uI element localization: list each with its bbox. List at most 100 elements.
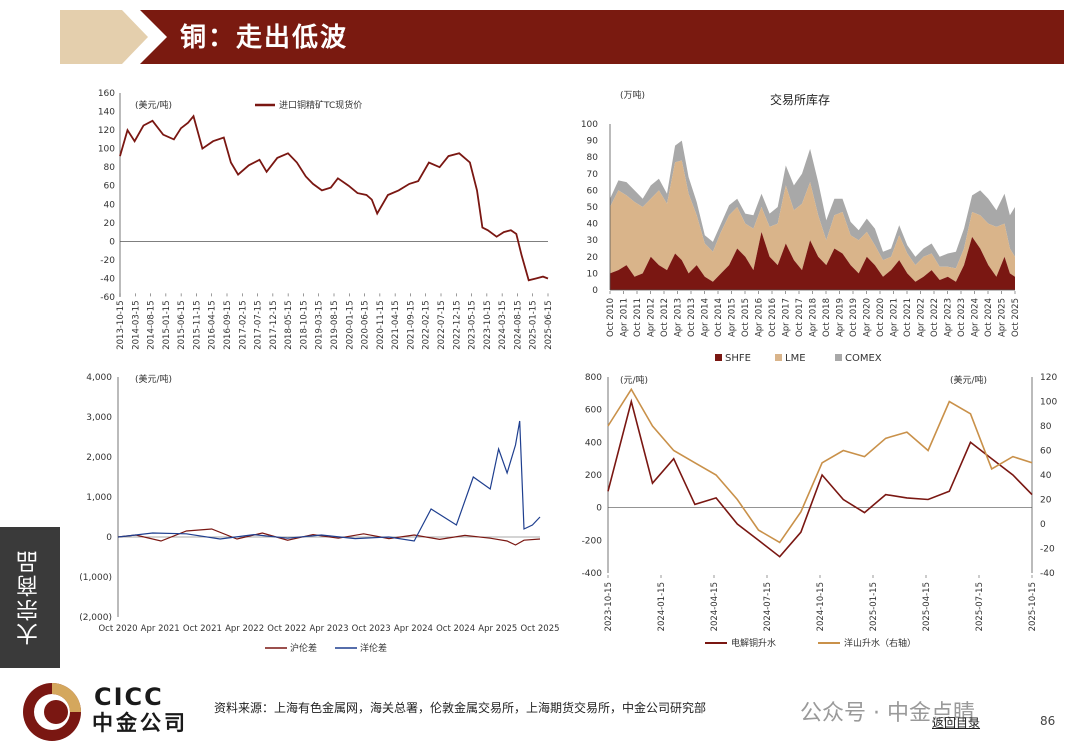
x-tick-label: Apr 2024 xyxy=(971,298,981,337)
x-tick-label: 2020-06-15 xyxy=(361,300,371,349)
x-tick-label: Apr 2023 xyxy=(309,624,348,634)
y-tick-label: 40 xyxy=(587,220,599,230)
y-tick-label: -60 xyxy=(100,293,115,303)
x-tick-label: Apr 2018 xyxy=(809,298,819,337)
x-tick-label: 2024-08-15 xyxy=(513,300,523,349)
y-tick-label-right: 20 xyxy=(1040,496,1052,506)
y-tick-label: 4,000 xyxy=(86,373,112,383)
logo-text-en: CICC xyxy=(94,683,164,711)
y-tick-label: 50 xyxy=(587,203,599,213)
x-tick-label: Oct 2011 xyxy=(633,298,643,337)
y-tick-label: 100 xyxy=(581,120,598,130)
y-tick-label-left: -200 xyxy=(582,536,603,546)
x-tick-label: Oct 2020 xyxy=(876,298,886,337)
y-tick-label-left: 0 xyxy=(596,504,602,514)
y-tick-label-right: 60 xyxy=(1040,447,1052,457)
y-tick-label: (1,000) xyxy=(80,573,112,583)
x-tick-label: 2024-03-15 xyxy=(498,300,508,349)
x-tick-label: 2016-09-15 xyxy=(223,300,233,349)
x-tick-label: Oct 2023 xyxy=(957,298,967,337)
legend-label: LME xyxy=(785,353,806,364)
x-tick-label: 2014-03-15 xyxy=(131,300,141,349)
x-tick-label: Apr 2012 xyxy=(647,298,657,337)
y-tick-label-left: 600 xyxy=(585,406,602,416)
area-shfe xyxy=(610,231,1015,290)
x-tick-label: Oct 2010 xyxy=(606,298,616,337)
y-tick-label: 160 xyxy=(98,89,115,99)
x-tick-label: 2024-07-15 xyxy=(763,582,773,631)
x-tick-label: 2025-01-15 xyxy=(869,582,879,631)
y-tick-label: 60 xyxy=(104,182,116,192)
y-tick-label-right: 40 xyxy=(1040,471,1052,481)
x-tick-label: 2023-05-15 xyxy=(468,300,478,349)
x-tick-label: Apr 2017 xyxy=(782,298,792,337)
x-tick-label: Apr 2014 xyxy=(701,298,711,337)
tc-price-line xyxy=(119,114,549,282)
x-tick-label: Apr 2022 xyxy=(917,298,927,337)
unit-label: (万吨) xyxy=(620,89,645,101)
y-tick-label: 20 xyxy=(104,219,116,229)
x-tick-label: Oct 2023 xyxy=(352,624,391,634)
x-tick-label: 2015-01-15 xyxy=(162,300,172,349)
x-tick-label: Oct 2013 xyxy=(687,298,697,337)
x-tick-label: 2022-02-15 xyxy=(422,300,432,349)
y-tick-label: 1,000 xyxy=(86,493,112,503)
x-tick-label: Oct 2012 xyxy=(660,298,670,337)
x-tick-label: 2025-06-15 xyxy=(544,300,554,349)
x-tick-label: 2025-10-15 xyxy=(1028,582,1038,631)
x-tick-label: 2017-02-15 xyxy=(238,300,248,349)
y-tick-label-right: -40 xyxy=(1040,569,1055,579)
x-tick-label: Oct 2020 xyxy=(98,624,137,634)
cicc-logo-icon xyxy=(23,683,81,741)
x-tick-label: 2021-04-15 xyxy=(391,300,401,349)
logo-text-cn: 中金公司 xyxy=(92,711,188,735)
x-tick-label: Apr 2020 xyxy=(863,298,873,337)
y-tick-label: 30 xyxy=(587,236,599,246)
y-tick-label: 0 xyxy=(592,286,598,296)
y-tick-label: (2,000) xyxy=(80,613,112,623)
electrolytic-copper-premium-line xyxy=(607,398,1033,558)
x-tick-label: 2018-10-15 xyxy=(299,300,309,349)
x-tick-label: Oct 2014 xyxy=(714,298,724,337)
y-tick-label: 2,000 xyxy=(86,453,112,463)
shfe-lme-spread-line xyxy=(117,528,541,546)
x-tick-label: 2023-10-15 xyxy=(604,582,614,631)
x-tick-label: Oct 2025 xyxy=(520,624,559,634)
x-tick-label: 2024-01-15 xyxy=(657,582,667,631)
x-tick-label: 2014-08-15 xyxy=(147,300,157,349)
y-tick-label-right: 120 xyxy=(1040,373,1057,383)
page-number: 86 xyxy=(1040,714,1056,728)
x-tick-label: Apr 2013 xyxy=(674,298,684,337)
y-tick-label-right: -20 xyxy=(1040,545,1055,555)
back-to-contents-link[interactable]: 返回目录 xyxy=(932,716,981,730)
x-tick-label: Oct 2016 xyxy=(768,298,778,337)
x-tick-label: Apr 2023 xyxy=(944,298,954,337)
legend-label: 洋山升水（右轴） xyxy=(844,637,916,649)
x-tick-label: 2023-10-15 xyxy=(483,300,493,349)
tc-price-chart: 160 140 120 100 80 60 40 20 0 -20 -40 -602013-10-15… xyxy=(98,89,554,350)
y-tick-label-right: 0 xyxy=(1040,520,1046,530)
x-tick-label: 2019-03-15 xyxy=(315,300,325,349)
y-tick-label: 0 xyxy=(106,533,112,543)
y-tick-label: 3,000 xyxy=(86,413,112,423)
x-tick-label: 2017-12-15 xyxy=(269,300,279,349)
section-tab: 大宗商品 xyxy=(0,527,60,668)
y-tick-label: 80 xyxy=(587,153,599,163)
y-tick-label: 20 xyxy=(587,253,599,263)
legend-swatch xyxy=(835,354,842,361)
x-tick-label: Oct 2017 xyxy=(795,298,805,337)
section-tab-label: 大宗商品 xyxy=(17,549,42,646)
y-tick-label: 60 xyxy=(587,186,599,196)
x-tick-label: Oct 2022 xyxy=(267,624,306,634)
x-tick-label: 2015-11-15 xyxy=(192,300,202,349)
y-tick-label-left: -400 xyxy=(582,569,603,579)
legend-label: COMEX xyxy=(845,353,882,364)
y-tick-label-left: 400 xyxy=(585,438,602,448)
legend-swatch xyxy=(715,354,722,361)
y-tick-label-left: 800 xyxy=(585,373,602,383)
y-tick-label: 120 xyxy=(98,126,115,136)
y-tick-label: 90 xyxy=(587,137,599,147)
title-banner xyxy=(60,10,1064,64)
chart-title: 交易所库存 xyxy=(770,92,830,107)
